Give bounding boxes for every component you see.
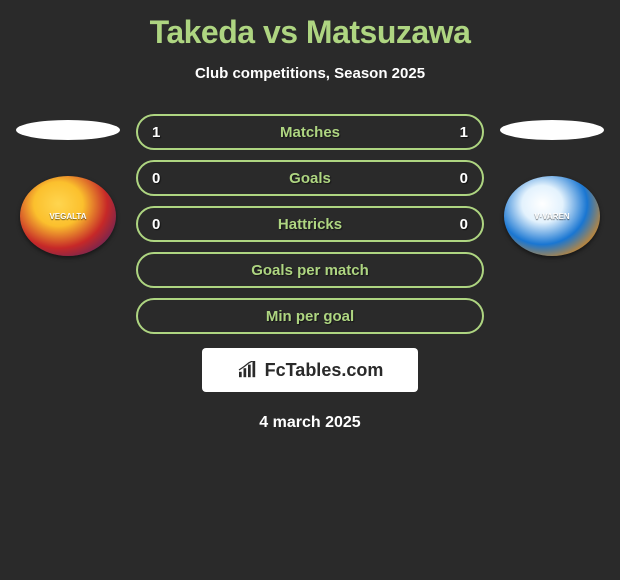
team-left-column: VEGALTA: [8, 114, 128, 256]
team-right-badge: V·VAREN: [504, 176, 600, 256]
date: 4 march 2025: [259, 414, 360, 432]
main-row: VEGALTA 1 Matches 1 0 Goals 0 0 Hattrick…: [0, 114, 620, 432]
stat-left-value: 1: [152, 124, 172, 141]
stat-row-goals: 0 Goals 0: [136, 160, 484, 196]
stat-label: Min per goal: [266, 308, 354, 325]
stat-left-value: 0: [152, 170, 172, 187]
stats-column: 1 Matches 1 0 Goals 0 0 Hattricks 0 Goal…: [128, 114, 492, 432]
stat-row-hattricks: 0 Hattricks 0: [136, 206, 484, 242]
shadow-ellipse-left: [16, 120, 120, 140]
team-left-badge: VEGALTA: [20, 176, 116, 256]
source-logo[interactable]: FcTables.com: [202, 348, 418, 392]
stat-row-goals-per-match: Goals per match: [136, 252, 484, 288]
stat-right-value: 1: [448, 124, 468, 141]
subtitle: Club competitions, Season 2025: [195, 65, 425, 82]
stat-right-value: 0: [448, 216, 468, 233]
stat-label: Matches: [280, 124, 340, 141]
stats-card: Takeda vs Matsuzawa Club competitions, S…: [0, 0, 620, 432]
team-right-badge-label: V·VAREN: [534, 212, 569, 221]
shadow-ellipse-right: [500, 120, 604, 140]
stat-label: Goals per match: [251, 262, 369, 279]
stat-label: Goals: [289, 170, 331, 187]
bar-chart-icon: [237, 361, 259, 379]
stat-row-matches: 1 Matches 1: [136, 114, 484, 150]
team-left-badge-label: VEGALTA: [49, 212, 86, 221]
stat-left-value: 0: [152, 216, 172, 233]
source-logo-text: FcTables.com: [265, 360, 384, 381]
stat-label: Hattricks: [278, 216, 342, 233]
team-right-column: V·VAREN: [492, 114, 612, 256]
stat-row-min-per-goal: Min per goal: [136, 298, 484, 334]
stat-right-value: 0: [448, 170, 468, 187]
page-title: Takeda vs Matsuzawa: [150, 14, 471, 51]
